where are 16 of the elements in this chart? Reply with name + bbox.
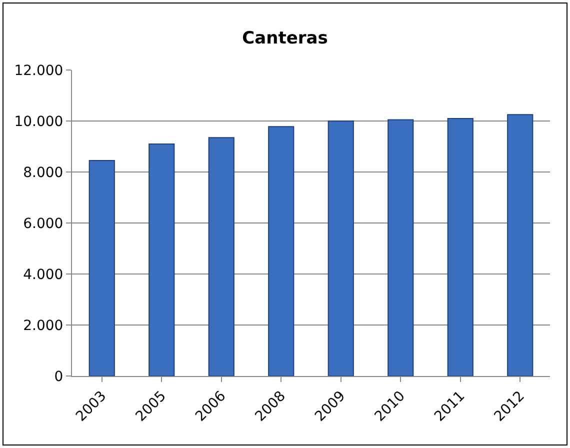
bar xyxy=(88,160,115,376)
bar xyxy=(328,120,354,376)
y-tick-label: 4.000 xyxy=(23,266,64,283)
bar xyxy=(208,137,234,376)
bar xyxy=(148,143,175,376)
bar xyxy=(388,119,414,376)
y-tick-label: 6.000 xyxy=(23,216,64,232)
bar xyxy=(447,118,474,376)
y-tick-label: 0 xyxy=(54,368,64,385)
y-tick-label: 12.000 xyxy=(14,62,64,79)
y-tick-label: 2.000 xyxy=(23,318,64,334)
chart-title: Canteras xyxy=(242,28,328,48)
bar xyxy=(507,114,534,376)
bar xyxy=(268,126,294,376)
y-tick-label: 10.000 xyxy=(14,114,64,130)
y-tick-label: 8.000 xyxy=(23,164,64,181)
